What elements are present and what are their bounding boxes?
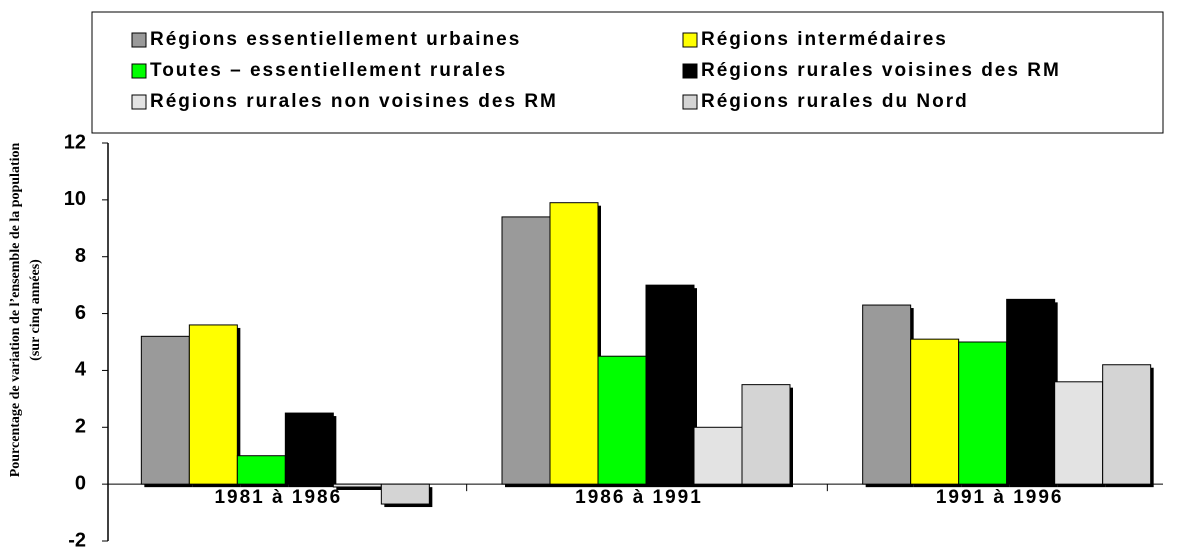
bar <box>1054 381 1104 485</box>
bar <box>284 412 334 485</box>
legend-swatch <box>682 63 698 79</box>
legend-swatch <box>131 63 147 79</box>
bar <box>1102 364 1152 485</box>
legend-box <box>91 11 1164 134</box>
bar <box>645 284 695 485</box>
legend-swatch <box>131 32 147 48</box>
y-tick-label: 6 <box>75 302 86 324</box>
bar <box>188 324 238 485</box>
bar <box>236 455 286 485</box>
legend-label: Régions intermédaires <box>701 29 948 50</box>
x-tick-label: 1981 à 1986 <box>214 487 342 508</box>
bar <box>597 355 647 485</box>
bar <box>332 483 382 488</box>
legend-label: Toutes – essentiellement rurales <box>150 60 507 81</box>
bar-shadow <box>336 487 385 490</box>
y-axis-title: Pourcentage de variation de l’ensemble d… <box>8 143 23 478</box>
bar <box>1006 298 1056 485</box>
legend-swatch <box>131 94 147 110</box>
bar <box>549 202 599 485</box>
bar <box>380 483 430 505</box>
bar <box>501 216 551 485</box>
y-tick-label: 8 <box>75 245 86 267</box>
y-tick-label: 4 <box>75 359 87 381</box>
bar <box>693 426 743 485</box>
legend-label: Régions essentiellement urbaines <box>150 29 521 50</box>
y-axis-title: (sur cinq années) <box>28 259 43 361</box>
legend-label: Régions rurales du Nord <box>701 91 969 112</box>
y-tick-label: 2 <box>75 416 86 438</box>
legend-label: Régions rurales voisines des RM <box>701 60 1061 81</box>
y-tick-label: 12 <box>64 131 86 153</box>
legend-swatch <box>682 32 698 48</box>
legend-label: Régions rurales non voisines des RM <box>150 91 558 112</box>
x-tick-label: 1986 à 1991 <box>575 487 703 508</box>
bar <box>910 338 960 485</box>
bar <box>862 304 912 485</box>
x-tick-label: 1991 à 1996 <box>936 487 1064 508</box>
bar <box>140 335 190 485</box>
y-tick-label: -2 <box>68 529 86 551</box>
bar <box>958 341 1008 485</box>
y-tick-label: 10 <box>64 188 86 210</box>
legend-swatch <box>682 94 698 110</box>
y-tick-label: 0 <box>75 472 86 494</box>
bar <box>741 384 791 485</box>
